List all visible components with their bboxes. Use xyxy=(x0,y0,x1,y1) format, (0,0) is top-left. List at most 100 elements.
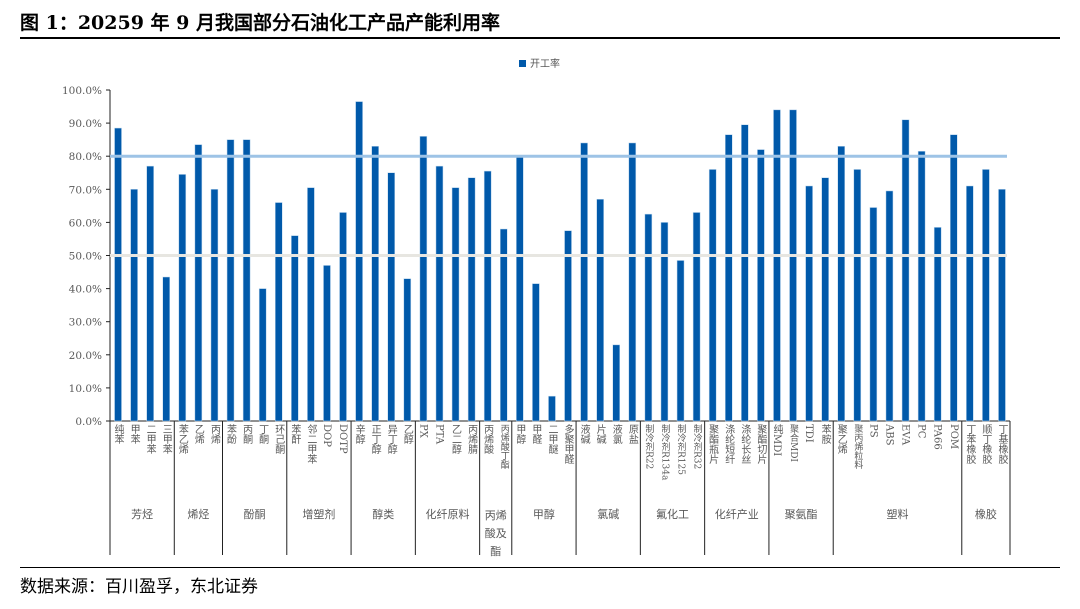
bar-苯胺 xyxy=(821,177,829,422)
source-rule xyxy=(20,567,1060,568)
bar-PS xyxy=(869,207,878,422)
bar-制冷剂R22 xyxy=(644,213,653,422)
category-label: 聚丙烯粒料 xyxy=(852,424,863,469)
category-label: 乙烯 xyxy=(192,424,204,444)
group-label: 化纤产业 xyxy=(714,508,759,521)
bar-纯MDI xyxy=(773,109,781,422)
group-label: 塑料 xyxy=(886,508,909,521)
category-label: 制冷剂R32 xyxy=(691,424,702,470)
category-label: 三甲苯 xyxy=(160,424,172,454)
bar-制冷剂R32 xyxy=(692,212,701,422)
category-label: 辛醇 xyxy=(353,424,365,444)
bar-原盐 xyxy=(628,142,637,422)
group-label: 酚酮 xyxy=(243,508,266,521)
bar-丙酮 xyxy=(242,139,251,422)
group-label: 氟化工 xyxy=(655,508,689,521)
y-tick-label: 50.0% xyxy=(69,251,102,263)
bar-ABS xyxy=(885,190,894,422)
bar-EVA xyxy=(901,119,910,422)
bar-聚酯瓶片 xyxy=(708,169,717,422)
category-label: TDI xyxy=(803,424,815,443)
group-label: 芳烃 xyxy=(131,508,154,521)
group-label: 烯烃 xyxy=(187,508,210,521)
bar-聚合MDI xyxy=(789,109,797,422)
y-tick-label: 0.0% xyxy=(75,416,102,428)
title-rule xyxy=(20,37,1060,39)
category-label: POM xyxy=(947,424,959,450)
bar-甲醇 xyxy=(516,155,524,422)
bar-涤纶短纤 xyxy=(725,134,733,422)
bar-丙烯 xyxy=(210,189,219,422)
y-tick-label: 70.0% xyxy=(69,184,102,196)
bar-辛醇 xyxy=(355,101,363,422)
group-label: 醇类 xyxy=(372,508,395,521)
bar-制冷剂R134a xyxy=(660,222,669,422)
category-label: 聚酯瓶片 xyxy=(706,424,718,464)
category-label: 丙酮 xyxy=(240,424,252,444)
bar-顺丁橡胶 xyxy=(982,169,990,422)
bar-乙二醇 xyxy=(451,187,460,422)
category-label: 聚乙烯 xyxy=(835,424,847,454)
category-label: PX xyxy=(417,424,429,438)
category-label: DOTP xyxy=(337,424,349,454)
category-label: 环己酮 xyxy=(272,424,284,454)
bar-POM xyxy=(950,134,958,422)
y-tick-label: 10.0% xyxy=(69,383,102,395)
category-label: 甲醛 xyxy=(529,424,541,444)
category-label: 原盐 xyxy=(626,424,638,444)
category-label: 丙烯酸丁酯 xyxy=(498,424,509,469)
category-label: 丁基橡胶 xyxy=(995,424,1007,464)
category-label: 二甲苯 xyxy=(144,424,156,454)
bar-苯酚 xyxy=(226,139,235,422)
category-label: PC xyxy=(915,424,927,439)
bar-丁酮 xyxy=(258,288,267,422)
y-tick-label: 90.0% xyxy=(69,118,102,130)
bar-DOP xyxy=(323,265,331,422)
category-label: 苯酚 xyxy=(224,424,236,444)
category-label: 邻二甲苯 xyxy=(304,424,316,464)
bar-丙烯酸 xyxy=(483,170,492,422)
category-label: 正丁醇 xyxy=(369,424,381,454)
category-label: 聚酯切片 xyxy=(754,424,766,464)
group-label: 化纤原料 xyxy=(425,508,470,521)
category-label: 片碱 xyxy=(594,424,606,444)
bar-PX xyxy=(419,136,428,422)
group-label: 甲醇 xyxy=(532,508,555,521)
y-tick-label: 100.0% xyxy=(62,85,102,97)
category-label: 丙烯腈 xyxy=(465,424,477,454)
category-label: ABS xyxy=(883,424,895,446)
category-label: PS xyxy=(867,424,879,438)
bar-PA66 xyxy=(933,227,942,422)
category-label: 苯胺 xyxy=(819,424,831,444)
category-label: 纯MDI xyxy=(770,424,782,457)
bar-异丁醇 xyxy=(387,172,395,422)
bar-液氯 xyxy=(612,344,620,422)
bar-正丁醇 xyxy=(371,146,379,422)
bar-丁基橡胶 xyxy=(998,189,1006,422)
category-label: 苯酐 xyxy=(288,424,300,444)
bar-TDI xyxy=(805,185,813,422)
category-label: 制冷剂R22 xyxy=(643,424,654,470)
group-label: 氯碱 xyxy=(597,508,620,521)
bar-乙烯 xyxy=(194,144,203,422)
category-label: PA66 xyxy=(931,424,943,450)
category-label: 异丁醇 xyxy=(385,424,397,454)
category-label: 乙二醇 xyxy=(449,424,461,454)
category-label: 制冷剂R125 xyxy=(675,424,686,475)
category-label: 纯苯 xyxy=(112,424,124,444)
category-label: 丙烯 xyxy=(208,424,220,444)
y-tick-label: 30.0% xyxy=(69,317,102,329)
bar-二甲苯 xyxy=(146,165,154,422)
bar-聚丙烯粒料 xyxy=(853,169,862,422)
category-label: 乙醇 xyxy=(401,424,413,444)
group-label: 橡胶 xyxy=(974,508,997,521)
bar-环己酮 xyxy=(275,202,283,422)
bar-苯乙烯 xyxy=(178,174,187,422)
category-label: 涤纶长丝 xyxy=(738,424,750,464)
category-label: 二甲醚 xyxy=(545,424,557,454)
bar-甲醛 xyxy=(532,283,540,422)
category-label: 甲醇 xyxy=(513,424,525,444)
bar-丁苯橡胶 xyxy=(966,185,974,422)
category-label: PTA xyxy=(433,424,445,445)
